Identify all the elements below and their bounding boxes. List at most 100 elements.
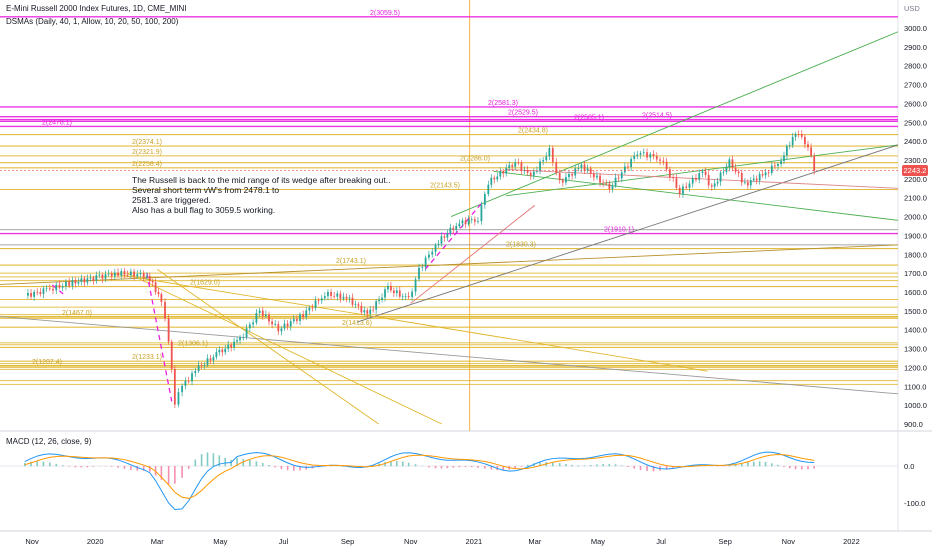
candle-body [242, 337, 244, 338]
candle-body [80, 278, 82, 282]
candle-body [360, 306, 362, 313]
candle-body [574, 168, 576, 175]
candle-body [191, 373, 193, 381]
candle-body [265, 315, 267, 317]
candle-body [152, 281, 154, 282]
price-tick-label: 1200.0 [904, 363, 927, 372]
candle-body [181, 386, 183, 392]
macd-bar [49, 463, 51, 467]
level-label: 2(2143.5) [430, 183, 460, 190]
candle-body [327, 292, 329, 296]
candle-body [308, 308, 310, 311]
candle-body [649, 154, 651, 158]
candle-body [428, 255, 430, 258]
candle-body [343, 297, 345, 299]
level-label: 2(1233.1) [132, 354, 162, 361]
candle-body [425, 258, 427, 267]
macd-bar [36, 461, 38, 466]
candle-body [302, 314, 304, 317]
level-label: 2(2258.4) [132, 161, 162, 168]
candle-body [171, 342, 173, 369]
candle-body [624, 166, 626, 172]
level-label: 2(2581.3) [488, 100, 518, 107]
candle-body [375, 301, 377, 309]
candle-body [744, 182, 746, 183]
candle-body [408, 296, 410, 297]
candle-body [780, 161, 782, 164]
price-tick-label: 2000.0 [904, 213, 927, 222]
candle-body [705, 171, 707, 174]
candle-body [149, 276, 151, 281]
candle-body [236, 340, 238, 341]
candle-body [792, 137, 794, 145]
candle-body [768, 172, 770, 173]
candle-body [390, 286, 392, 290]
macd-bar [224, 458, 226, 467]
candle-body [689, 184, 691, 188]
candle-body [105, 274, 107, 278]
candle-body [418, 268, 420, 279]
candle-body [160, 294, 162, 302]
time-tick-label: 2021 [465, 537, 482, 546]
candle-body [810, 147, 812, 155]
time-tick-label: Mar [528, 537, 541, 546]
macd-bar [168, 466, 170, 484]
idea-note: The Russell is back to the mid range of … [132, 175, 390, 215]
level-label: 2(1629.0) [190, 280, 220, 287]
candle-body [378, 300, 380, 301]
macd-bar [783, 466, 785, 467]
macd-tick-label: 0.0 [904, 462, 914, 471]
macd-bar [230, 460, 232, 466]
level-label: 2(2505.1) [574, 114, 604, 121]
candle-body [717, 182, 719, 184]
macd-bar [402, 462, 404, 467]
candle-body [672, 177, 674, 178]
candle-body [133, 272, 135, 277]
note-line-4: Also has a bull flag to 3059.5 working. [132, 205, 390, 215]
price-tick-label: 2500.0 [904, 118, 927, 127]
macd-bar [521, 466, 523, 467]
macd-bar [447, 466, 449, 468]
price-tick-label: 2300.0 [904, 156, 927, 165]
candle-body [305, 310, 307, 317]
candle-body [402, 296, 404, 297]
candle-body [86, 278, 88, 282]
price-tick-label: 1000.0 [904, 401, 927, 410]
candle-body [465, 220, 467, 224]
candle-body [155, 282, 157, 292]
candle-body [213, 357, 215, 360]
candle-body [777, 164, 779, 166]
candle-body [659, 159, 661, 160]
candle-body [346, 297, 348, 299]
candle-body [95, 275, 97, 280]
candle-body [111, 274, 113, 277]
candle-body [602, 183, 604, 184]
macd-bar [813, 466, 815, 468]
macd-bar [287, 466, 289, 470]
candle-body [627, 166, 629, 167]
candle-body [198, 365, 200, 371]
candle-body [741, 173, 743, 182]
candle-body [568, 174, 570, 177]
candle-body [738, 172, 740, 173]
candle-body [605, 184, 607, 185]
candle-body [720, 173, 722, 182]
candle-body [695, 178, 697, 180]
candle-body [446, 233, 448, 237]
macd-bar [93, 466, 95, 467]
candle-body [46, 288, 48, 289]
macd-bar [484, 466, 486, 469]
candle-body [653, 154, 655, 156]
macd-bar [621, 465, 623, 466]
candle-body [508, 165, 510, 168]
candle-body [384, 289, 386, 297]
candle-body [679, 188, 681, 194]
macd-bar [801, 466, 803, 469]
price-tick-label: 900.0 [904, 420, 923, 429]
price-tick-label: 1900.0 [904, 231, 927, 240]
candle-body [259, 311, 261, 313]
candle-body [618, 178, 620, 179]
